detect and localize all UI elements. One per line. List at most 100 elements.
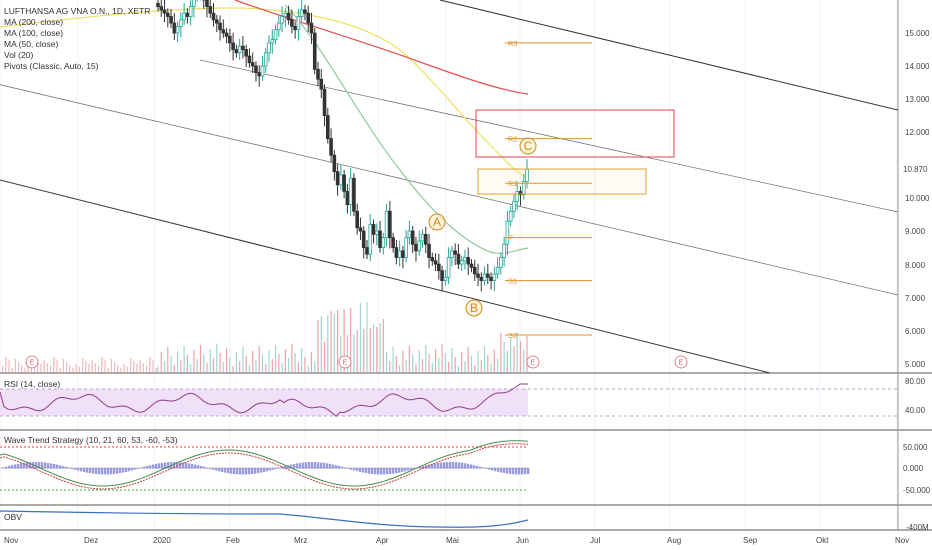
wt-histogram-bar [479, 466, 482, 469]
volume-bar [431, 363, 433, 372]
wt-histogram-bar [8, 465, 11, 469]
volume-bar [444, 353, 446, 372]
pivot-label: P [508, 234, 513, 243]
candle-body [391, 237, 395, 248]
trend-channel-line [439, 0, 899, 111]
volume-bar [27, 364, 29, 372]
candle-body [214, 19, 219, 24]
volume-bar [369, 328, 371, 372]
wt-histogram-bar [365, 468, 368, 474]
y-tick-label: 9.000 [905, 227, 926, 236]
candle-body [440, 270, 444, 281]
wt-histogram-bar [467, 463, 470, 469]
volume-bar [265, 364, 267, 372]
volume-bar [149, 357, 151, 372]
earnings-marker [526, 355, 540, 369]
wt-histogram-bar [245, 468, 248, 475]
wt-histogram-bar [338, 465, 341, 469]
wt-histogram-bar [473, 465, 476, 469]
wt-histogram-bar [119, 468, 122, 474]
volume-bar [101, 357, 103, 372]
volume-bars [2, 302, 528, 372]
candle-body [192, 0, 196, 8]
candle-body [371, 224, 376, 235]
candle-body [394, 247, 399, 258]
volume-bar [483, 346, 486, 372]
candle-body [339, 174, 343, 186]
wt-histogram-bar [38, 462, 41, 469]
wt-histogram-bar [248, 468, 251, 475]
wt-histogram-bar [464, 463, 467, 469]
earnings-label: E [679, 360, 684, 367]
volume-bar [461, 352, 463, 372]
wt-histogram-bar [362, 468, 365, 473]
volume-bar [242, 347, 244, 372]
pivot-label: S2 [508, 331, 517, 340]
wave-circle [519, 137, 537, 155]
wt-histogram-bar [176, 462, 179, 469]
wt-histogram-bar [149, 465, 152, 469]
volume-bar [261, 355, 264, 372]
wt-histogram-bar [2, 467, 5, 469]
candle-body [446, 257, 451, 278]
volume-bar [340, 336, 342, 372]
wt-histogram-bar [293, 463, 296, 469]
volume-bar [123, 364, 125, 372]
volume-bar [402, 351, 404, 372]
wt-histogram-bar [212, 468, 215, 470]
volume-bar [399, 365, 401, 372]
volume-bar [146, 366, 148, 372]
volume-bar [142, 363, 144, 372]
volume-bar [304, 357, 306, 372]
legend-ma100: MA (100, close) [4, 28, 64, 38]
wt-histogram-bar [269, 468, 272, 471]
candle-body [388, 210, 392, 239]
volume-bar [245, 356, 247, 372]
volume-bar [186, 355, 188, 372]
candle-body [169, 16, 173, 24]
volume-bar [385, 352, 388, 372]
candle-body [410, 230, 415, 245]
x-tick-label: 2020 [153, 536, 171, 545]
volume-bar [284, 349, 286, 372]
wt-histogram-bar [278, 467, 281, 469]
candle-body [365, 247, 369, 255]
wt-histogram-bar [86, 468, 89, 473]
volume-bar [46, 363, 48, 372]
candle-body [486, 273, 490, 278]
candle-body [224, 32, 229, 37]
candle-body [476, 273, 480, 278]
wt-histogram-bar [152, 464, 155, 469]
wt-histogram-bar [386, 468, 389, 475]
candle-body [205, 0, 209, 8]
wt-histogram-bar [290, 464, 293, 469]
candle-body [401, 250, 405, 258]
wt-histogram-bar [143, 466, 146, 469]
wt-histogram-bar [110, 468, 113, 475]
wt-histogram-bar [194, 464, 197, 469]
volume-bar [82, 358, 84, 372]
wt-histogram-bar [257, 468, 260, 474]
volume-bar [513, 346, 515, 372]
volume-bar [126, 367, 128, 372]
volume-bar [114, 362, 116, 372]
wt-histogram-bar [239, 468, 242, 475]
candle-body [185, 12, 190, 17]
wt-histogram-bar [128, 468, 131, 472]
volume-bar [40, 364, 42, 372]
wt-histogram-bar [47, 462, 50, 469]
volume-bar [14, 359, 16, 372]
volume-bar [490, 364, 492, 372]
candle-body [267, 42, 271, 54]
wt-histogram-bar [221, 468, 224, 472]
volume-bar [395, 356, 397, 372]
wt-histogram-bar [446, 462, 449, 469]
y-tick-label: 6.000 [905, 327, 926, 336]
volume-bar [21, 365, 23, 372]
candle-body [374, 230, 379, 235]
candle-body [237, 45, 242, 54]
volume-bar [428, 354, 430, 372]
wt-histogram-bar [392, 468, 395, 474]
candle-body [290, 19, 294, 27]
